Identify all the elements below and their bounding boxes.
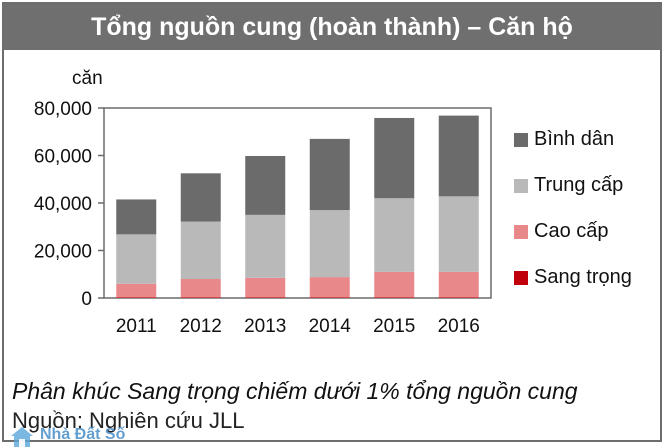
- legend-swatch: [514, 179, 528, 193]
- y-tick-label: 0: [81, 289, 92, 310]
- bar-segment: [309, 277, 350, 298]
- y-tick-label: 20,000: [34, 242, 92, 263]
- legend-swatch: [514, 271, 528, 285]
- bar-segment: [116, 199, 157, 235]
- chart-source: Nguồn: Nghiên cứu JLL: [12, 408, 245, 433]
- bar-segment: [116, 283, 157, 298]
- x-tick-label: 2015: [373, 316, 415, 337]
- x-tick-label: 2014: [309, 316, 352, 337]
- x-tick-label: 2013: [244, 316, 286, 337]
- legend-swatch: [514, 133, 528, 147]
- bar-segment: [438, 115, 479, 197]
- bar-segment: [245, 155, 286, 215]
- legend-swatch: [514, 225, 528, 239]
- bar-segment: [374, 198, 415, 272]
- house-icon: [11, 427, 33, 447]
- legend-label: Trung cấp: [534, 174, 623, 196]
- stacked-bar-chart: căn 0 20,000 40,000 60,000 80,000 2011 2012 20…: [34, 68, 632, 337]
- bar-segment: [309, 210, 350, 278]
- x-tick-label: 2011: [116, 316, 157, 337]
- bar-segment: [309, 138, 350, 211]
- bar-segment: [245, 277, 286, 298]
- bar-segment: [438, 271, 479, 298]
- bar-segment: [374, 117, 415, 199]
- y-tick-label: 80,000: [34, 99, 92, 120]
- bar-segment: [180, 279, 221, 298]
- bar-segment: [180, 221, 221, 279]
- y-tick-label: 60,000: [34, 147, 92, 168]
- x-tick-label: 2016: [438, 316, 480, 337]
- watermark-logo: Nhà Đất Số: [6, 424, 186, 448]
- chart-frame: Tổng nguồn cung (hoàn thành) – Căn hộ că…: [2, 2, 662, 447]
- bar-segment: [438, 196, 479, 272]
- y-axis-unit-label: căn: [72, 68, 103, 89]
- legend-label: Sang trọng: [534, 266, 632, 288]
- x-tick-label: 2012: [180, 316, 222, 337]
- bar-segment: [116, 234, 157, 284]
- watermark-text: Nhà Đất Số: [40, 426, 126, 443]
- bar-segment: [245, 214, 286, 278]
- y-tick-label: 40,000: [34, 194, 92, 215]
- chart-title: Tổng nguồn cung (hoàn thành) – Căn hộ: [4, 4, 660, 50]
- chart-note: Phân khúc Sang trọng chiếm dưới 1% tổng …: [12, 378, 578, 404]
- plot-area-border: [103, 107, 492, 299]
- bar-segment: [374, 271, 415, 298]
- legend-label: Bình dân: [534, 128, 614, 150]
- bar-segment: [180, 173, 221, 222]
- legend-label: Cao cấp: [534, 220, 609, 242]
